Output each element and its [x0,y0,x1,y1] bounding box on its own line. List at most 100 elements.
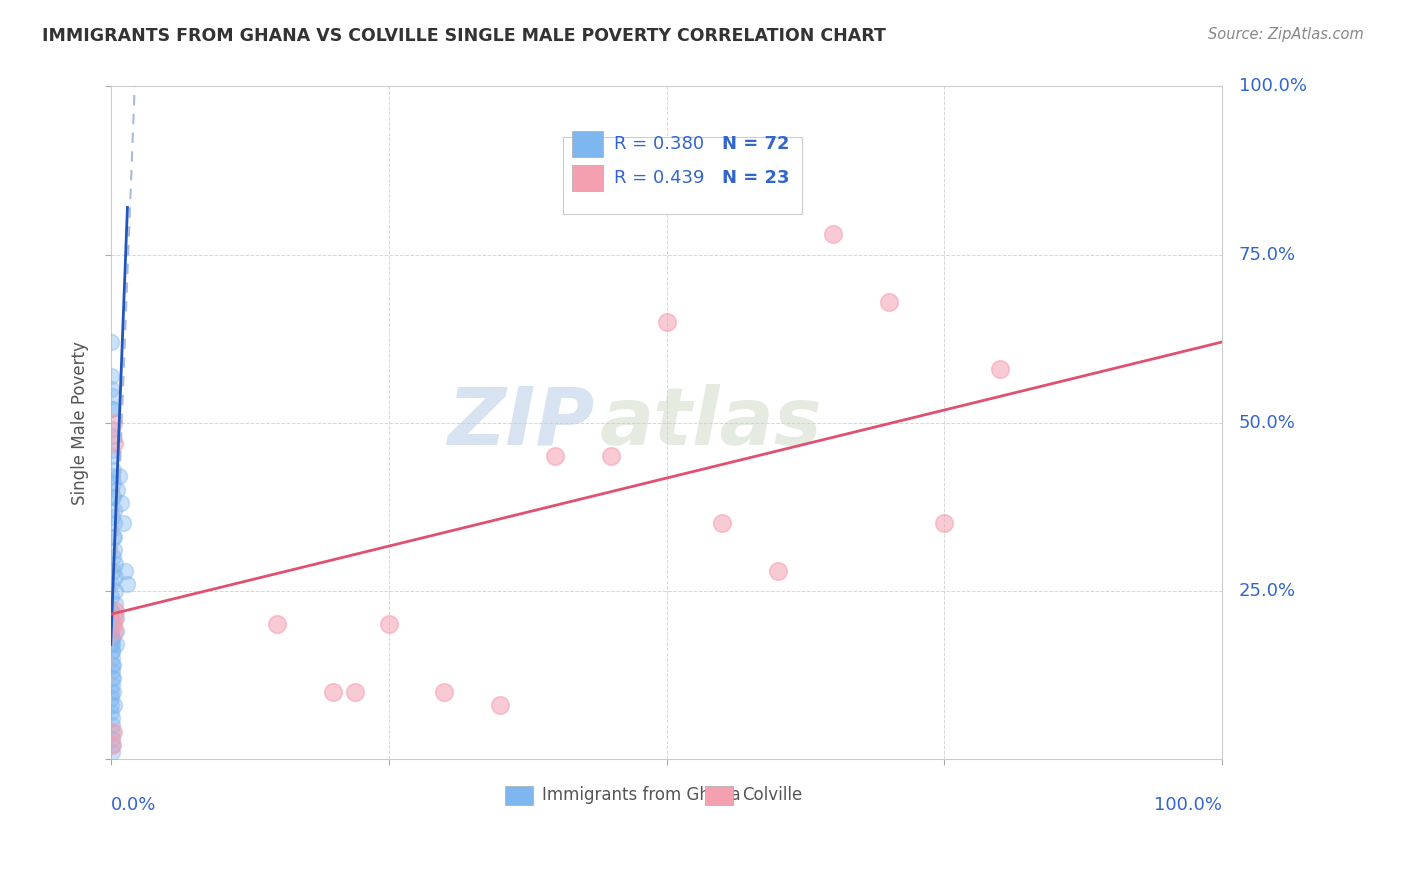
Point [100,638,122,652]
Point [103,684,125,698]
Text: ZIP: ZIP [447,384,595,462]
Point [101,490,124,504]
Point [110,496,132,510]
Point [100,389,122,403]
Point [114,564,136,578]
Point [101,422,124,436]
Point [101,509,124,524]
Point [100,631,122,645]
Point [100,604,122,618]
Y-axis label: Single Male Poverty: Single Male Poverty [72,341,89,505]
Point [101,617,124,632]
Point [100,604,122,618]
Text: IMMIGRANTS FROM GHANA VS COLVILLE SINGLE MALE POVERTY CORRELATION CHART: IMMIGRANTS FROM GHANA VS COLVILLE SINGLE… [42,27,886,45]
Point [100,657,122,672]
FancyBboxPatch shape [564,136,803,214]
Text: 100.0%: 100.0% [1154,796,1222,814]
Point [100,718,122,732]
Point [766,564,789,578]
Point [100,631,122,645]
Point [100,449,122,463]
Point [101,550,124,565]
Text: R = 0.380: R = 0.380 [614,136,704,153]
Point [100,402,122,417]
Point [104,557,127,571]
Point [100,684,122,698]
Point [101,416,124,430]
Point [107,483,129,497]
Point [104,583,127,598]
Point [104,597,127,611]
Point [100,334,122,349]
Text: Colville: Colville [742,786,803,804]
Point [100,691,122,706]
Point [100,617,122,632]
Point [100,638,122,652]
Point [100,591,122,605]
Text: N = 23: N = 23 [723,169,790,187]
Point [101,745,124,759]
Point [103,564,125,578]
Point [103,624,125,638]
Text: 50.0%: 50.0% [1239,414,1296,432]
Point [104,604,127,618]
Point [103,610,125,624]
Point [111,516,134,531]
Point [101,631,124,645]
FancyBboxPatch shape [706,786,733,805]
Point [488,698,510,712]
Point [600,449,623,463]
Point [101,739,124,753]
Text: atlas: atlas [600,384,823,462]
Point [101,671,124,685]
Point [103,543,125,558]
Point [101,476,124,491]
Point [988,361,1011,376]
Point [101,442,124,457]
Point [103,698,125,712]
Point [266,617,288,632]
Point [101,678,124,692]
Point [101,731,124,746]
FancyBboxPatch shape [572,165,603,191]
Point [103,516,125,531]
Point [823,227,845,242]
Point [100,725,122,739]
Point [934,516,956,531]
Text: 25.0%: 25.0% [1239,582,1296,599]
Point [100,651,122,665]
Point [655,315,678,329]
Point [377,617,399,632]
Point [103,490,125,504]
Point [877,294,900,309]
Text: 0.0%: 0.0% [111,796,156,814]
Point [544,449,567,463]
Point [101,402,124,417]
Point [100,711,122,725]
Point [101,725,124,739]
Point [711,516,734,531]
Point [100,382,122,396]
Point [117,577,139,591]
Point [100,368,122,383]
Point [100,698,122,712]
Point [322,684,344,698]
Point [100,624,122,638]
Text: R = 0.439: R = 0.439 [614,169,704,187]
Point [101,463,124,477]
Point [103,435,125,450]
Text: 75.0%: 75.0% [1239,245,1296,263]
FancyBboxPatch shape [505,786,533,805]
Point [100,705,122,719]
Point [101,657,124,672]
Point [100,624,122,638]
Point [100,617,122,632]
Point [105,624,128,638]
Point [344,684,367,698]
Point [104,610,127,624]
Point [105,638,128,652]
Point [433,684,456,698]
Text: N = 72: N = 72 [723,136,790,153]
Text: 100.0%: 100.0% [1239,78,1308,95]
Point [101,644,124,658]
